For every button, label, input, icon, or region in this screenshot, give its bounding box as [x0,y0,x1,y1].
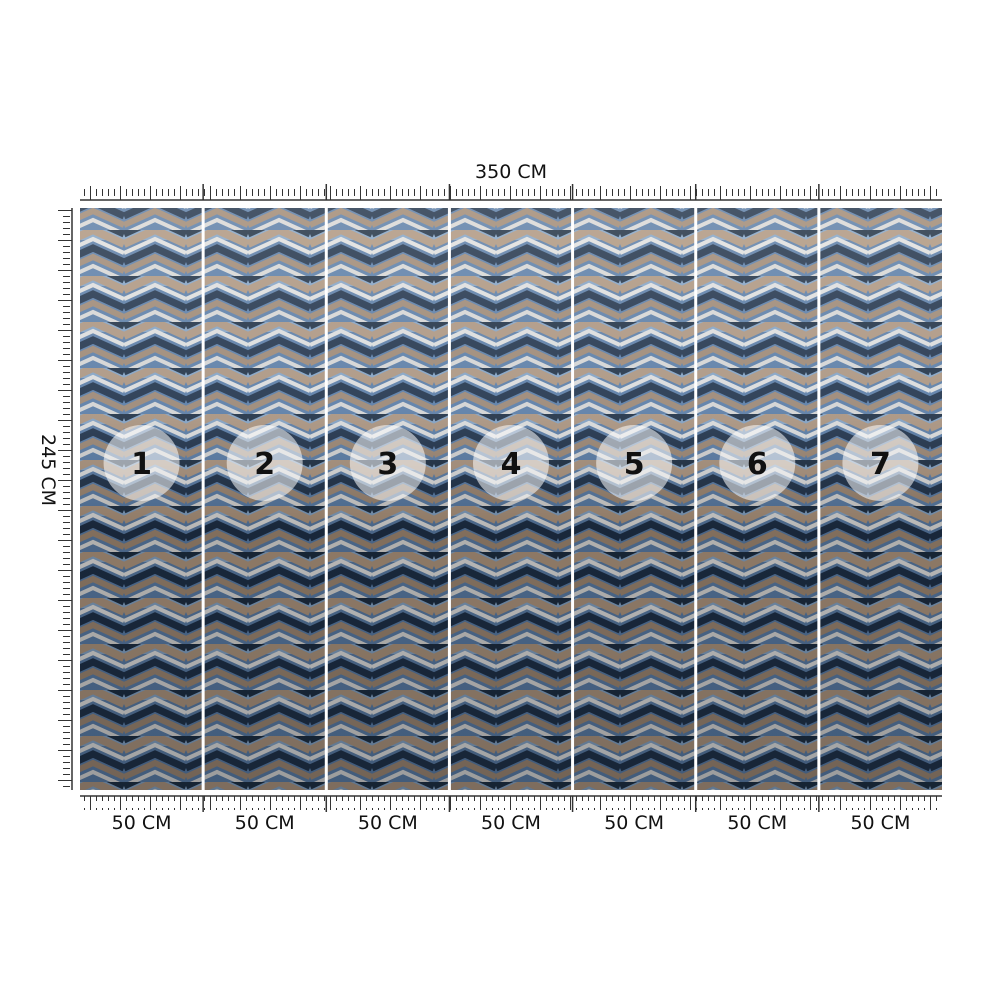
panel-width: 50 CM [727,812,787,834]
panel-width: 50 CM [850,812,910,834]
panel-number: 3 [377,447,398,482]
panel-number: 2 [254,447,275,482]
panel-width: 50 CM [112,812,172,834]
panel-badge [103,425,180,501]
panel-badge [473,425,549,501]
panel-width: 50 CM [481,812,541,834]
panel-badge [596,425,673,501]
left-ruler [58,208,72,790]
panel-number: 7 [870,447,891,482]
panel-badge [719,425,796,501]
panel-number: 5 [624,447,645,482]
panel-badge [842,425,919,501]
panel-width: 50 CM [358,812,418,834]
panel-width: 50 CM [604,812,664,834]
panels: 1 50 CM 2 50 CM 3 50 CM 4 50 CM 5 50 CM 6 50 CM 7 50 … [103,184,919,834]
panel-number: 1 [131,447,152,482]
width-label: 350 CM [475,161,547,183]
panel-badge [226,425,303,501]
bottom-ruler [80,796,942,810]
panel-number: 6 [747,447,768,482]
panel-number: 4 [501,447,522,482]
panel-width: 50 CM [235,812,295,834]
height-label: 245 CM [37,434,59,506]
top-ruler [80,186,942,200]
panel-badge [349,425,426,501]
